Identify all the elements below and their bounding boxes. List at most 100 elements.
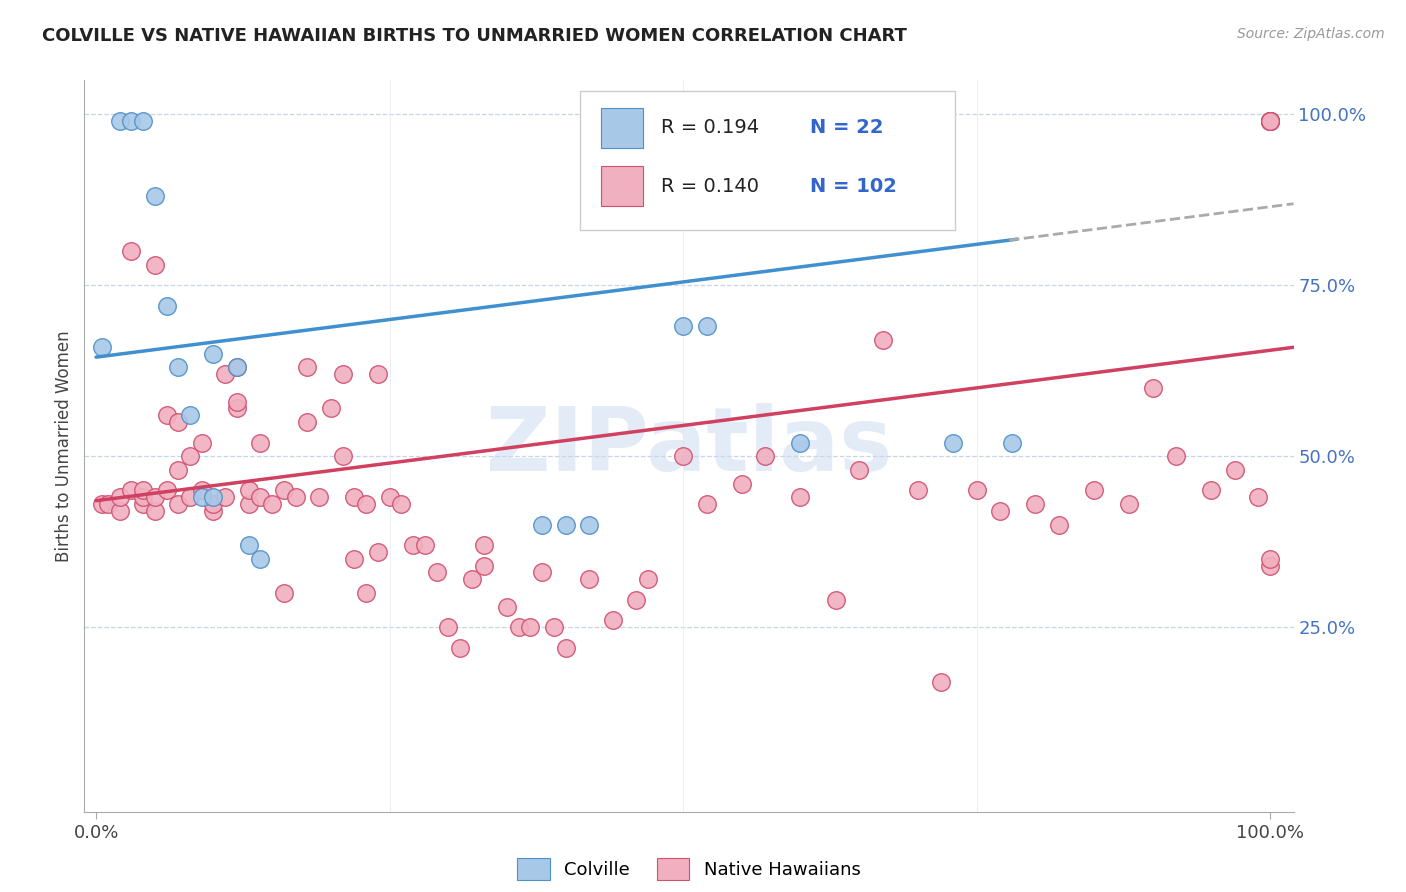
Point bbox=[297, 360, 319, 375]
Point bbox=[1258, 114, 1281, 128]
Point bbox=[143, 490, 166, 504]
Point bbox=[1201, 483, 1223, 498]
Point bbox=[1258, 114, 1281, 128]
Text: Source: ZipAtlas.com: Source: ZipAtlas.com bbox=[1237, 27, 1385, 41]
Point bbox=[143, 504, 166, 518]
Text: ZIPatlas: ZIPatlas bbox=[486, 402, 891, 490]
Point bbox=[508, 620, 530, 634]
Point bbox=[413, 538, 436, 552]
Point bbox=[262, 497, 284, 511]
Point bbox=[332, 449, 354, 463]
Point bbox=[132, 114, 155, 128]
Point bbox=[496, 599, 519, 614]
Point bbox=[190, 490, 212, 504]
Point bbox=[696, 497, 718, 511]
Point bbox=[1258, 114, 1281, 128]
Point bbox=[155, 299, 177, 313]
Point bbox=[907, 483, 929, 498]
Point bbox=[578, 572, 600, 586]
Point bbox=[120, 244, 142, 259]
Point bbox=[226, 360, 249, 375]
Point bbox=[202, 490, 225, 504]
FancyBboxPatch shape bbox=[581, 91, 955, 230]
Point bbox=[472, 558, 495, 573]
Text: N = 22: N = 22 bbox=[810, 119, 883, 137]
Text: N = 102: N = 102 bbox=[810, 177, 897, 196]
Point bbox=[249, 551, 271, 566]
Point bbox=[367, 545, 389, 559]
Point bbox=[1166, 449, 1188, 463]
Point bbox=[1258, 551, 1281, 566]
Point bbox=[1258, 114, 1281, 128]
Point bbox=[190, 483, 212, 498]
Point bbox=[1047, 517, 1070, 532]
Point bbox=[1258, 114, 1281, 128]
Point bbox=[91, 497, 114, 511]
Point bbox=[824, 592, 846, 607]
Point bbox=[297, 415, 319, 429]
Text: R = 0.194: R = 0.194 bbox=[661, 119, 759, 137]
Point bbox=[238, 497, 260, 511]
Point bbox=[190, 435, 212, 450]
Point bbox=[624, 592, 647, 607]
Point bbox=[179, 409, 201, 423]
Point bbox=[226, 360, 249, 375]
Point bbox=[308, 490, 330, 504]
Point bbox=[1258, 114, 1281, 128]
Point bbox=[988, 504, 1011, 518]
Point bbox=[108, 114, 131, 128]
Point bbox=[108, 504, 131, 518]
Text: COLVILLE VS NATIVE HAWAIIAN BIRTHS TO UNMARRIED WOMEN CORRELATION CHART: COLVILLE VS NATIVE HAWAIIAN BIRTHS TO UN… bbox=[42, 27, 907, 45]
Point bbox=[543, 620, 565, 634]
Point bbox=[273, 586, 295, 600]
Point bbox=[578, 517, 600, 532]
Point bbox=[155, 409, 177, 423]
Point bbox=[143, 258, 166, 272]
Point bbox=[931, 674, 953, 689]
Point bbox=[1118, 497, 1140, 511]
Point bbox=[143, 189, 166, 203]
Point bbox=[1258, 114, 1281, 128]
Point bbox=[1001, 435, 1024, 450]
Point bbox=[343, 551, 366, 566]
Point bbox=[378, 490, 401, 504]
Point bbox=[167, 415, 190, 429]
Point bbox=[120, 114, 142, 128]
Point bbox=[848, 463, 870, 477]
Bar bbox=[600, 108, 643, 148]
Point bbox=[942, 435, 965, 450]
Point bbox=[343, 490, 366, 504]
Point bbox=[1223, 463, 1246, 477]
Point bbox=[966, 483, 988, 498]
Point bbox=[238, 483, 260, 498]
Point bbox=[789, 490, 811, 504]
Point bbox=[554, 640, 576, 655]
Point bbox=[531, 566, 554, 580]
Point bbox=[132, 490, 155, 504]
Point bbox=[354, 586, 377, 600]
Point bbox=[1258, 114, 1281, 128]
Point bbox=[97, 497, 120, 511]
Point bbox=[120, 483, 142, 498]
Point bbox=[226, 401, 249, 416]
Point bbox=[167, 360, 190, 375]
Point bbox=[731, 476, 754, 491]
Point bbox=[132, 483, 155, 498]
Point bbox=[214, 490, 236, 504]
Point bbox=[602, 613, 624, 627]
Point bbox=[132, 497, 155, 511]
Point bbox=[872, 333, 894, 347]
Point bbox=[472, 538, 495, 552]
Point bbox=[202, 504, 225, 518]
Point bbox=[319, 401, 342, 416]
Point bbox=[519, 620, 541, 634]
Point bbox=[425, 566, 447, 580]
Point bbox=[284, 490, 307, 504]
Point bbox=[167, 497, 190, 511]
Point bbox=[672, 449, 695, 463]
Point bbox=[91, 340, 114, 354]
Point bbox=[437, 620, 460, 634]
Point bbox=[367, 368, 389, 382]
Point bbox=[226, 394, 249, 409]
Point bbox=[214, 368, 236, 382]
